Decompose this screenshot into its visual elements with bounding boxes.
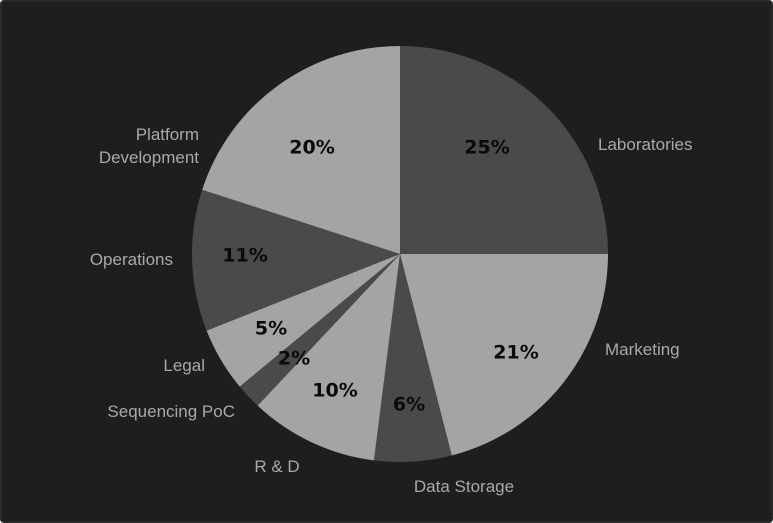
slice-sequencing-poc: [239, 254, 400, 406]
percent-label-marketing: 21%: [493, 342, 538, 364]
category-labels: Laboratories Marketing Data Storage R & D Se…: [90, 125, 693, 496]
category-label-marketing: Marketing: [605, 340, 680, 359]
slice-marketing: [400, 254, 608, 456]
slice-laboratories: [400, 46, 608, 254]
percent-label-platform-development: 20%: [289, 137, 334, 159]
percent-label-sequencing-poc: 2%: [278, 348, 310, 370]
category-label-r-and-d: R & D: [254, 457, 299, 476]
category-label-legal: Legal: [163, 356, 205, 375]
slice-data-storage: [373, 254, 452, 463]
category-label-operations: Operations: [90, 250, 173, 269]
category-label-platform-development: Platform Development: [99, 125, 199, 167]
percent-label-data-storage: 6%: [393, 394, 425, 416]
category-label-laboratories: Laboratories: [598, 135, 693, 154]
percent-label-r-and-d: 10%: [312, 380, 357, 402]
percent-label-operations: 11%: [222, 245, 267, 267]
percent-labels: 25% 21% 6% 10%2% 5% 11% 20%: [222, 137, 538, 416]
category-label-sequencing-poc: Sequencing PoC: [107, 402, 235, 421]
slice-operations: [192, 189, 400, 331]
percent-label-legal: 5%: [255, 318, 287, 340]
pie-slices: [192, 46, 608, 463]
slice-legal: [206, 254, 400, 387]
slice-r-and-d: [257, 254, 400, 461]
percent-label-laboratories: 25%: [464, 137, 509, 159]
category-label-data-storage: Data Storage: [414, 477, 514, 496]
slice-platform-development: [202, 46, 400, 254]
